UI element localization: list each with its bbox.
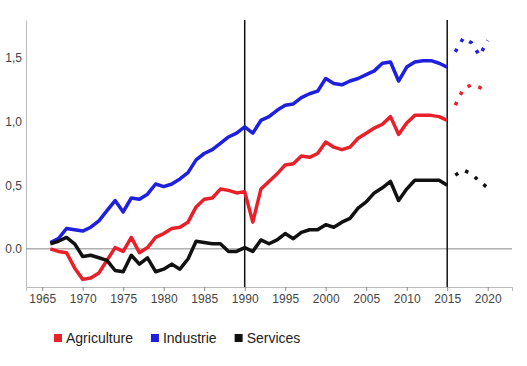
x-axis: 1965 1970 1975 1980 1985 1990 1995 2000 2005 2010… [27,287,513,306]
x-tick-mark [204,287,205,291]
legend-swatch [151,334,159,342]
y-tick: 0,5 [5,179,26,193]
x-tick: 1990 [232,287,259,306]
x-tick: 2005 [353,287,380,306]
projection-line [455,85,487,105]
x-tick-label: 2005 [353,292,380,306]
legend-label: Services [247,330,301,346]
y-tick-label: 0,5 [5,179,22,193]
legend-item: Agriculture [54,330,133,346]
x-tick: 2000 [313,287,340,306]
legend-label: Industrie [163,330,217,346]
y-tick-label: 0.0 [5,242,22,256]
x-tick: 1980 [151,287,178,306]
x-tick-mark [366,287,367,291]
x-tick-mark [123,287,124,291]
x-tick-label: 1970 [70,292,97,306]
projection-line [455,38,487,56]
x-tick-label: 1965 [29,292,56,306]
x-tick-mark [83,287,84,291]
x-tick-mark [407,287,408,291]
reference-vline [446,20,448,287]
legend-item: Services [235,330,301,346]
reference-hline [26,248,512,249]
x-tick-label: 1975 [110,292,137,306]
legend-swatch [235,334,243,342]
x-tick: 2015 [434,287,461,306]
projection-line [455,170,487,188]
x-tick-label: 2000 [313,292,340,306]
x-tick: 2010 [394,287,421,306]
x-tick-label: 2015 [434,292,461,306]
y-tick: 1,0 [5,115,26,129]
x-tick-mark [488,287,489,291]
x-axis-line [27,288,513,292]
series-line [50,61,447,243]
x-tick-label: 2020 [475,292,502,306]
y-tick: 0.0 [5,242,26,256]
x-tick-label: 2010 [394,292,421,306]
y-axis-line [26,21,27,288]
x-tick: 1995 [272,287,299,306]
y-tick-label: 1,5 [5,51,22,65]
legend: Agriculture Industrie Services [54,330,300,346]
x-tick: 1985 [191,287,218,306]
x-tick-mark [164,287,165,291]
x-tick-mark [326,287,327,291]
x-tick-mark [42,287,43,291]
plot: 1965 1970 1975 1980 1985 1990 1995 2000 2005 2010… [5,20,512,306]
x-tick: 2020 [475,287,502,306]
legend-item: Industrie [151,330,217,346]
y-tick-label: 1,0 [5,115,22,129]
x-tick-mark [245,287,246,291]
x-tick: 1965 [29,287,56,306]
x-tick-label: 1985 [191,292,218,306]
x-tick-mark [447,287,448,291]
plot-area [26,20,512,287]
legend-label: Agriculture [66,330,133,346]
series-line [50,180,447,272]
x-tick: 1975 [110,287,137,306]
x-tick: 1970 [70,287,97,306]
chart: 1965 1970 1975 1980 1985 1990 1995 2000 2005 2010… [0,0,527,366]
y-axis: 0.0 0,5 1,0 1,5 [5,21,26,288]
x-tick-label: 1980 [151,292,178,306]
x-tick-label: 1990 [232,292,259,306]
x-tick-label: 1995 [272,292,299,306]
x-tick-mark [285,287,286,291]
legend-swatch [54,334,62,342]
series-line [50,115,447,279]
y-tick: 1,5 [5,51,26,65]
